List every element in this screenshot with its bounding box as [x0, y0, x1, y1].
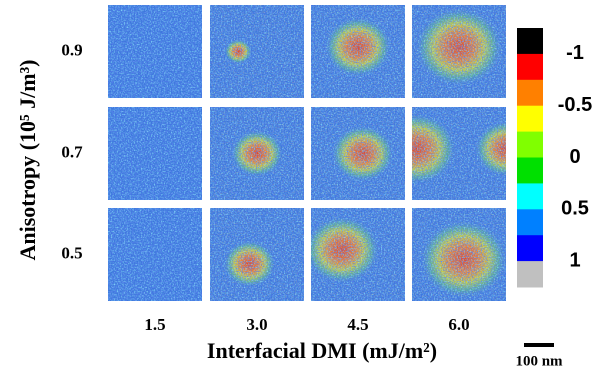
panel-content: [210, 208, 304, 301]
image-panel: [412, 107, 506, 200]
image-panel: [412, 5, 506, 98]
row-label: 0.9: [61, 40, 82, 59]
noise: [210, 107, 304, 200]
noise: [311, 208, 405, 301]
image-panel: [108, 208, 202, 301]
colorbar-label: 1: [569, 249, 580, 271]
colorbar-segment: [517, 79, 543, 107]
colorbar-segment: [517, 105, 543, 133]
noise: [412, 107, 506, 200]
image-panel: [108, 5, 202, 98]
image-panel: [311, 208, 405, 301]
x-axis-label: Interfacial DMI (mJ/m²): [207, 338, 437, 363]
panel-content: [412, 5, 506, 98]
image-panel: [311, 107, 405, 200]
noise: [210, 5, 304, 98]
row-label: 0.5: [61, 243, 82, 262]
colorbar: -1 -0.5 0 0.5 1: [517, 28, 592, 288]
image-panel: [210, 208, 304, 301]
colorbar-segment: [517, 261, 543, 288]
colorbar-label: 0.5: [561, 198, 589, 220]
noise: [210, 208, 304, 301]
colorbar-segment: [517, 209, 543, 236]
panel-content: [311, 5, 405, 98]
image-panel: [108, 107, 202, 200]
column-label: 6.0: [448, 315, 469, 334]
panel-content: [412, 208, 506, 301]
image-panel: [412, 208, 506, 301]
panel-content: [412, 107, 506, 200]
y-axis-label: Anisotropy (10⁵ J/m³): [15, 59, 40, 260]
noise: [311, 107, 405, 200]
panel-content: [108, 5, 202, 98]
colorbar-label: -0.5: [558, 94, 592, 116]
noise: [412, 208, 506, 301]
panel-content: [108, 107, 202, 200]
column-label: 1.5: [144, 315, 165, 334]
colorbar-segment: [517, 28, 543, 55]
colorbar-label: -1: [566, 42, 584, 64]
noise: [311, 5, 405, 98]
image-panel: [210, 107, 304, 200]
panels: [108, 5, 506, 301]
panel-content: [311, 208, 405, 301]
colorbar-segment: [517, 235, 543, 262]
colorbar-segment: [517, 157, 543, 184]
column-label: 3.0: [246, 315, 267, 334]
image-panel: [311, 5, 405, 98]
noise: [108, 5, 202, 98]
scale-bar-label: 100 nm: [515, 353, 563, 369]
noise: [108, 208, 202, 301]
colorbar-label: 0: [569, 146, 580, 168]
panel-content: [108, 208, 202, 301]
image-panel: [210, 5, 304, 98]
colorbar-segment: [517, 183, 543, 210]
panel-content: [210, 5, 304, 98]
noise: [108, 107, 202, 200]
row-label: 0.7: [61, 142, 83, 161]
panel-content: [210, 107, 304, 200]
colorbar-segment: [517, 53, 543, 81]
panel-content: [311, 107, 405, 200]
noise: [412, 5, 506, 98]
colorbar-segment: [517, 131, 543, 158]
column-label: 4.5: [347, 315, 368, 334]
